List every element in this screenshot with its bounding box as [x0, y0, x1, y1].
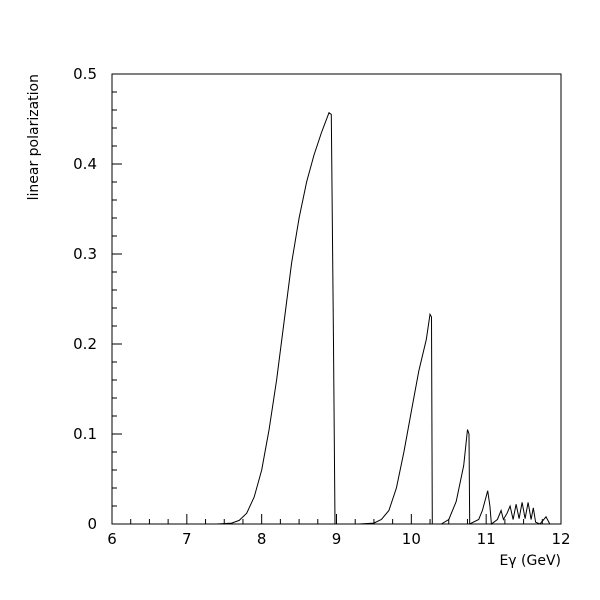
x-tick-label: 12	[551, 530, 570, 548]
y-tick-label: 0.5	[73, 65, 97, 83]
y-tick-label: 0.4	[73, 155, 97, 173]
x-tick-label: 8	[257, 530, 267, 548]
x-axis-title: Eγ (GeV)	[499, 553, 561, 569]
tick-labels: 6 7 8 9 10 11 12 0 0.1 0.2 0.3 0.4 0.5	[73, 65, 570, 548]
y-tick-label: 0.1	[73, 425, 97, 443]
x-tick-label: 6	[107, 530, 117, 548]
y-axis-title: linear polarization	[26, 74, 42, 200]
y-tick-label: 0.2	[73, 335, 97, 353]
x-tick-label: 9	[332, 530, 342, 548]
x-tick-label: 11	[477, 530, 496, 548]
plot-frame	[111, 73, 562, 525]
y-tick-label: 0.3	[73, 245, 97, 263]
x-tick-label: 10	[402, 530, 421, 548]
polarization-curve	[112, 111, 561, 525]
y-tick-label: 0	[87, 515, 97, 533]
x-tick-label: 7	[182, 530, 192, 548]
axis-ticks	[111, 73, 562, 525]
